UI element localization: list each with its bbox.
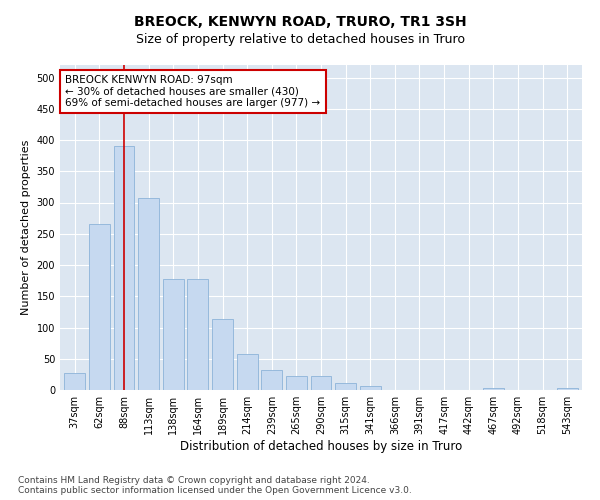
Bar xyxy=(360,386,381,390)
Bar xyxy=(311,376,331,390)
Text: BREOCK KENWYN ROAD: 97sqm
← 30% of detached houses are smaller (430)
69% of semi: BREOCK KENWYN ROAD: 97sqm ← 30% of detac… xyxy=(65,74,320,108)
Bar xyxy=(261,370,282,390)
Bar xyxy=(64,373,85,390)
Bar xyxy=(163,279,184,390)
X-axis label: Distribution of detached houses by size in Truro: Distribution of detached houses by size … xyxy=(180,440,462,453)
Text: BREOCK, KENWYN ROAD, TRURO, TR1 3SH: BREOCK, KENWYN ROAD, TRURO, TR1 3SH xyxy=(134,15,466,29)
Bar xyxy=(113,146,134,390)
Text: Contains HM Land Registry data © Crown copyright and database right 2024.
Contai: Contains HM Land Registry data © Crown c… xyxy=(18,476,412,495)
Bar xyxy=(89,224,110,390)
Bar xyxy=(187,279,208,390)
Bar xyxy=(138,198,159,390)
Bar xyxy=(212,320,233,390)
Bar xyxy=(483,388,504,390)
Text: Size of property relative to detached houses in Truro: Size of property relative to detached ho… xyxy=(136,32,464,46)
Bar xyxy=(236,354,257,390)
Y-axis label: Number of detached properties: Number of detached properties xyxy=(21,140,31,315)
Bar xyxy=(286,376,307,390)
Bar xyxy=(335,382,356,390)
Bar xyxy=(557,388,578,390)
